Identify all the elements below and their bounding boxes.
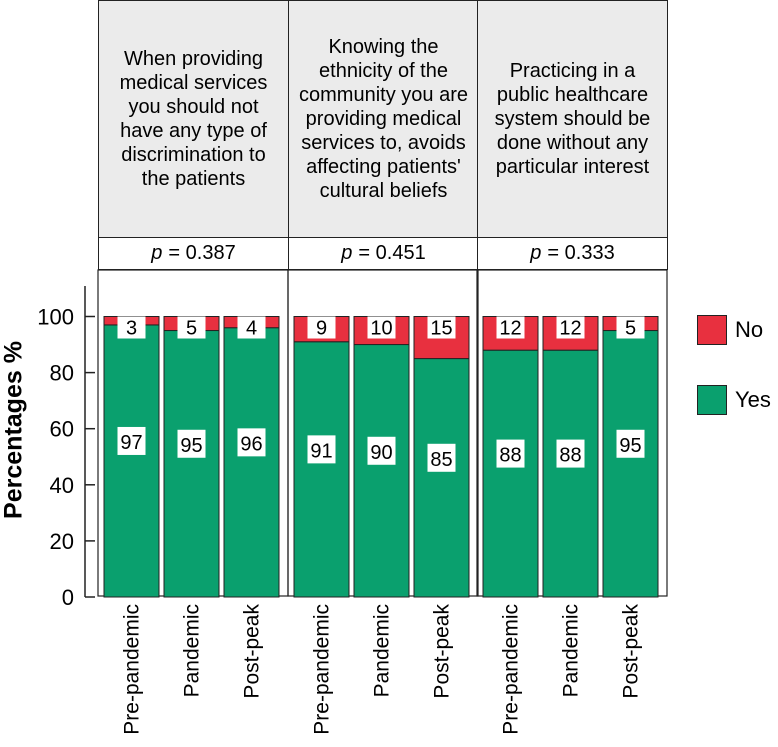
bar-yes-1-2 (163, 330, 220, 598)
legend-item-no: No (697, 315, 763, 345)
x-tick-label-1-1: Pre-pandemic (121, 604, 144, 735)
label-bg-no-3-2 (556, 316, 585, 339)
p-value: = 0.387 (168, 242, 236, 264)
data-label-no-1-2: 5 (186, 318, 197, 340)
bar-yes-1-3 (223, 327, 280, 598)
legend-label-no: No (735, 317, 764, 342)
y-tick-label-100: 100 (37, 305, 74, 330)
data-label-no-3-2: 12 (559, 318, 581, 340)
legend-item-yes: Yes (697, 385, 771, 415)
data-label-yes-3-2: 88 (559, 445, 581, 467)
y-tick-label-0: 0 (62, 585, 74, 610)
x-tick-label-2-2: Pandemic (371, 604, 394, 697)
data-label-no-2-1: 9 (316, 318, 327, 340)
p-value: = 0.333 (547, 242, 615, 264)
legend-swatch-no (697, 315, 727, 345)
label-bg-yes-2-3 (427, 443, 456, 472)
bar-yes-3-2 (542, 349, 599, 598)
data-label-yes-3-1: 88 (499, 445, 521, 467)
label-bg-no-1-3 (237, 316, 266, 339)
x-tick-label-2-3: Post-peak (431, 604, 454, 699)
data-label-yes-1-1: 97 (120, 432, 142, 454)
bar-yes-3-3 (602, 330, 659, 598)
data-label-yes-2-1: 91 (310, 440, 332, 462)
x-tick-label-3-2: Pandemic (560, 604, 583, 697)
p-label: p (530, 242, 542, 264)
y-tick-label-80: 80 (50, 361, 74, 386)
data-label-yes-1-2: 95 (180, 435, 202, 457)
legend-swatch-yes (697, 385, 727, 415)
x-tick-label-3-3: Post-peak (620, 604, 643, 699)
data-label-no-2-3: 15 (430, 318, 452, 340)
p-value: = 0.451 (358, 242, 426, 264)
bar-yes-2-1 (293, 341, 350, 598)
label-bg-no-3-3 (616, 316, 645, 339)
label-bg-no-2-3 (427, 316, 456, 339)
label-bg-no-1-1 (117, 316, 146, 339)
label-bg-no-3-1 (496, 316, 525, 339)
y-tick-label-20: 20 (50, 529, 74, 554)
data-label-no-3-1: 12 (499, 318, 521, 340)
panel-title-1: When providing medical services you shou… (98, 0, 289, 238)
panel-p-value-2: p = 0.451 (288, 237, 479, 270)
panel-title-3: Practicing in a public healthcare system… (477, 0, 668, 238)
data-label-yes-2-2: 90 (370, 442, 392, 464)
bar-yes-2-3 (413, 358, 470, 598)
data-label-no-1-1: 3 (126, 318, 137, 340)
label-bg-yes-1-1 (117, 426, 146, 455)
label-bg-no-1-2 (177, 316, 206, 339)
data-label-no-3-3: 5 (625, 318, 636, 340)
label-bg-yes-3-3 (616, 429, 645, 458)
data-label-yes-2-3: 85 (430, 449, 452, 471)
data-label-no-1-3: 4 (246, 318, 257, 340)
p-label: p (151, 242, 163, 264)
y-tick-label-40: 40 (50, 473, 74, 498)
panel-title-2: Knowing the ethnicity of the community y… (288, 0, 479, 238)
label-bg-yes-1-2 (177, 429, 206, 458)
data-label-no-2-2: 10 (370, 318, 392, 340)
data-label-yes-3-3: 95 (619, 435, 641, 457)
legend-label-yes: Yes (735, 387, 771, 412)
label-bg-yes-2-1 (307, 435, 336, 464)
bar-yes-2-2 (353, 344, 410, 598)
data-label-yes-1-3: 96 (240, 433, 262, 455)
y-tick-label-60: 60 (50, 417, 74, 442)
p-label: p (341, 242, 353, 264)
bar-yes-3-1 (482, 349, 539, 598)
x-tick-label-3-1: Pre-pandemic (500, 604, 523, 735)
label-bg-yes-2-2 (367, 436, 396, 465)
label-bg-yes-3-2 (556, 439, 585, 468)
panel-p-value-3: p = 0.333 (477, 237, 668, 270)
label-bg-yes-1-3 (237, 428, 266, 457)
bar-yes-1-1 (103, 324, 160, 598)
x-tick-label-1-2: Pandemic (181, 604, 204, 697)
label-bg-no-2-1 (307, 316, 336, 339)
x-tick-label-1-3: Post-peak (241, 604, 264, 699)
x-tick-label-2-1: Pre-pandemic (311, 604, 334, 735)
label-bg-no-2-2 (367, 316, 396, 339)
label-bg-yes-3-1 (496, 439, 525, 468)
